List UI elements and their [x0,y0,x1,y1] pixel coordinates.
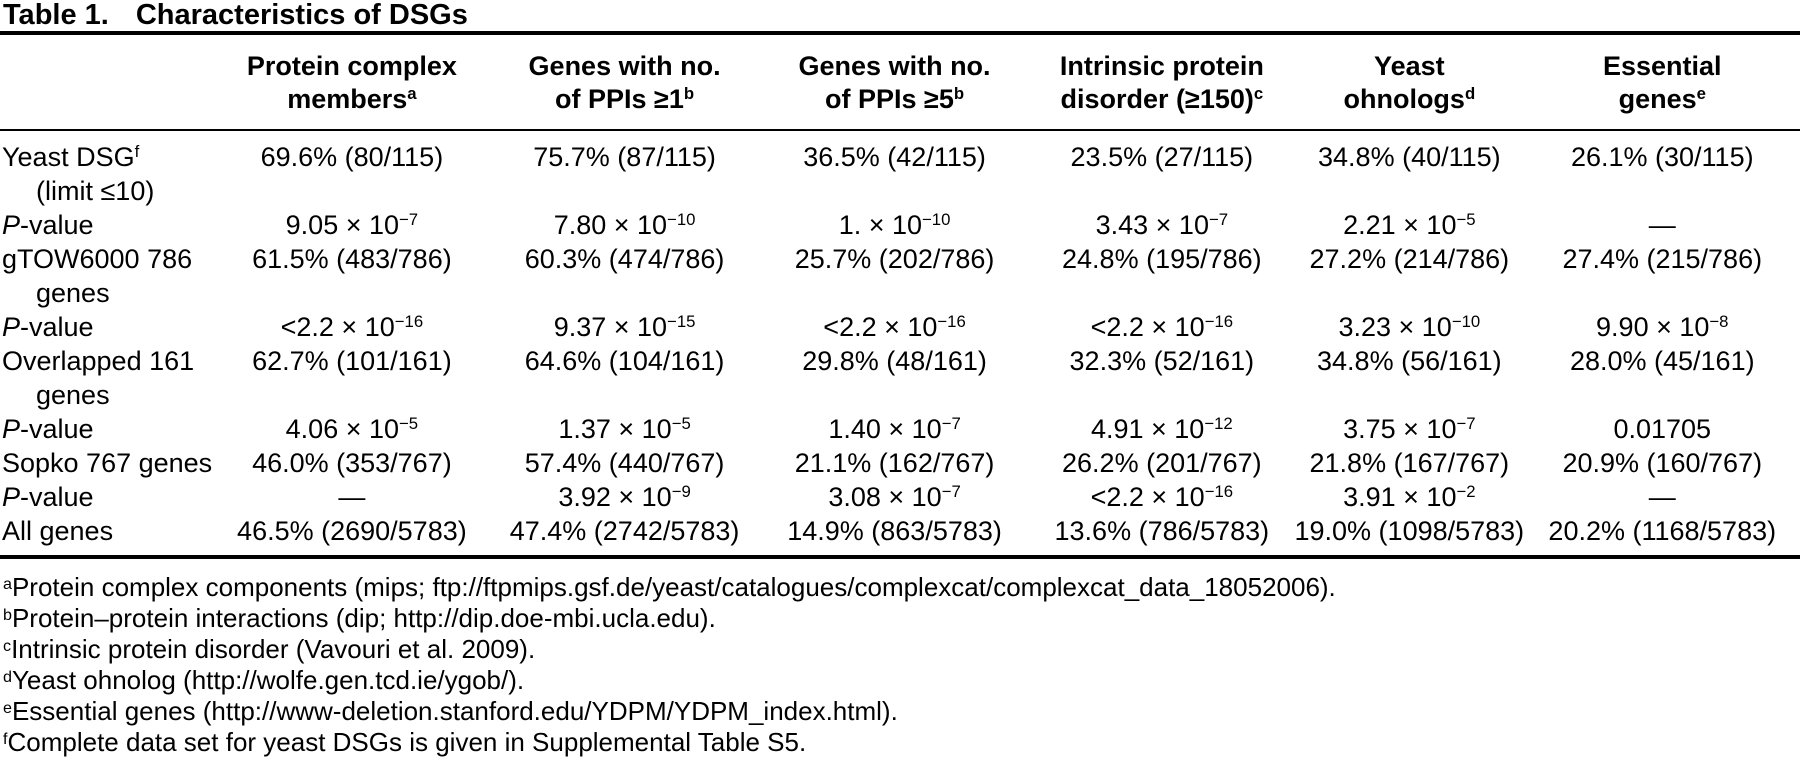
cell: 3.23 × 10−10 [1338,311,1481,342]
cell: 46.0% (353/767) [252,448,452,478]
cell: 26.2% (201/767) [1062,448,1262,478]
cell: — [1648,210,1676,240]
cell: 3.75 × 10−7 [1343,413,1476,444]
cell: 23.5% (27/115) [1070,142,1254,172]
cell: 26.1% (30/115) [1570,142,1754,172]
cell: 29.8% (48/161) [802,346,987,376]
table-row-pvalue: P-value — 3.92 × 10−9 3.08 × 10−7 <2.2 ×… [0,480,1800,514]
footnote-d: dYeast ohnolog (http://wolfe.gen.tcd.ie/… [3,665,525,695]
row-label: All genes [2,516,114,546]
cell: 61.5% (483/786) [252,244,452,274]
cell: 7.80 × 10−10 [553,209,696,240]
cell: 24.8% (195/786) [1062,244,1262,274]
cell: 27.2% (214/786) [1309,244,1510,274]
cell: 9.37 × 10−15 [553,311,696,342]
cell: <2.2 × 10−16 [280,311,424,342]
row-label: P-value [2,482,94,512]
footnotes: aProtein complex components (mips; ftp:/… [0,572,1800,758]
cell: 3.08 × 10−7 [828,481,961,512]
cell: 1.40 × 10−7 [828,413,961,444]
cell: 1.37 × 10−5 [558,413,691,444]
cell: <2.2 × 10−16 [823,311,966,342]
cell: 27.4% (215/786) [1562,244,1763,274]
cell: <2.2 × 10−16 [1090,311,1234,342]
cell: 64.6% (104/161) [524,346,725,376]
cell: 47.4% (2742/5783) [509,516,740,546]
footnote-e: eEssential genes (http://www-deletion.st… [3,696,898,726]
row-label: Yeast DSGf (limit ≤10) [2,141,155,206]
column-header-protein-complex: Protein complex membersa [246,51,457,114]
table-number: Table 1. [3,0,109,31]
cell: 1. × 10−10 [838,209,951,240]
cell: 28.0% (45/161) [1569,346,1755,376]
cell: 3.91 × 10−2 [1343,481,1476,512]
cell: 4.91 × 10−12 [1090,413,1233,444]
cell: 9.90 × 10−8 [1596,311,1729,342]
table-row-overlapped: Overlapped 161 genes 62.7% (101/161) 64.6… [0,344,1800,412]
row-label: Sopko 767 genes [2,448,213,478]
table-row-yeast-dsg: Yeast DSGf (limit ≤10) 69.6% (80/115) 75.… [0,130,1800,208]
row-label: gTOW6000 786 genes [2,244,193,308]
cell: 60.3% (474/786) [524,244,725,274]
row-label: P-value [2,210,94,240]
table-caption: Characteristics of DSGs [135,0,468,31]
table-row-gtow6000: gTOW6000 786 genes 61.5% (483/786) 60.3% … [0,242,1800,310]
cell: 34.8% (40/115) [1318,142,1501,172]
cell: 62.7% (101/161) [252,346,452,376]
cell: 21.1% (162/767) [794,448,995,478]
table-row-all-genes: All genes 46.5% (2690/5783) 47.4% (2742/… [0,514,1800,557]
cell: 21.8% (167/767) [1309,448,1510,478]
cell: 57.4% (440/767) [524,448,725,478]
cell: 3.92 × 10−9 [558,481,691,512]
footnote-f: fComplete data set for yeast DSGs is giv… [3,727,807,757]
cell: 46.5% (2690/5783) [237,516,467,546]
cell: 4.06 × 10−5 [285,413,419,444]
cell: 20.2% (1168/5783) [1548,516,1777,546]
column-header-ppi-ge5: Genes with no. of PPIs ≥5b [798,51,991,114]
footnote-c: cIntrinsic protein disorder (Vavouri et … [3,634,536,664]
cell: 75.7% (87/115) [533,142,716,172]
table-header-row: Protein complex membersa Genes with no. of… [0,35,1800,130]
table-row-sopko: Sopko 767 genes 46.0% (353/767) 57.4% (4… [0,446,1800,480]
column-header-ppi-ge1: Genes with no. of PPIs ≥1b [528,51,721,114]
cell: — [1648,482,1676,512]
column-header-yeast-ohnologs: Yeast ohnologsd [1343,51,1476,114]
table-title: Table 1. Characteristics of DSGs [0,0,1800,35]
cell: 14.9% (863/5783) [787,516,1002,546]
cell: 25.7% (202/786) [794,244,995,274]
row-label: P-value [2,414,94,444]
cell: 9.05 × 10−7 [285,209,419,240]
column-header-intrinsic-disorder: Intrinsic protein disorder (≥150)c [1059,51,1264,114]
cell: 34.8% (56/161) [1317,346,1502,376]
characteristics-table: Protein complex membersa Genes with no. of… [0,35,1800,559]
cell: 3.43 × 10−7 [1095,209,1229,240]
cell: 20.9% (160/767) [1562,448,1763,478]
table-row-pvalue: P-value <2.2 × 10−16 9.37 × 10−15 <2.2 ×… [0,310,1800,344]
table-row-pvalue: P-value 4.06 × 10−5 1.37 × 10−5 1.40 × 1… [0,412,1800,446]
cell: 19.0% (1098/5783) [1294,516,1525,546]
cell: 2.21 × 10−5 [1343,209,1476,240]
cell: 13.6% (786/5783) [1054,516,1270,546]
table-row-pvalue: P-value 9.05 × 10−7 7.80 × 10−10 1. × 10… [0,208,1800,242]
row-label: P-value [2,312,94,342]
cell: — [338,482,366,512]
cell: 69.6% (80/115) [260,142,444,172]
column-header-essential-genes: Essential genese [1602,51,1722,114]
column-header-stub [0,35,214,130]
cell: <2.2 × 10−16 [1090,481,1234,512]
footnote-b: bProtein–protein interactions (dip; http… [3,603,716,633]
cell: 0.01705 [1613,414,1712,444]
cell: 32.3% (52/161) [1069,346,1255,376]
row-label: Overlapped 161 genes [2,346,195,410]
footnote-a: aProtein complex components (mips; ftp:/… [3,572,1336,602]
cell: 36.5% (42/115) [803,142,986,172]
